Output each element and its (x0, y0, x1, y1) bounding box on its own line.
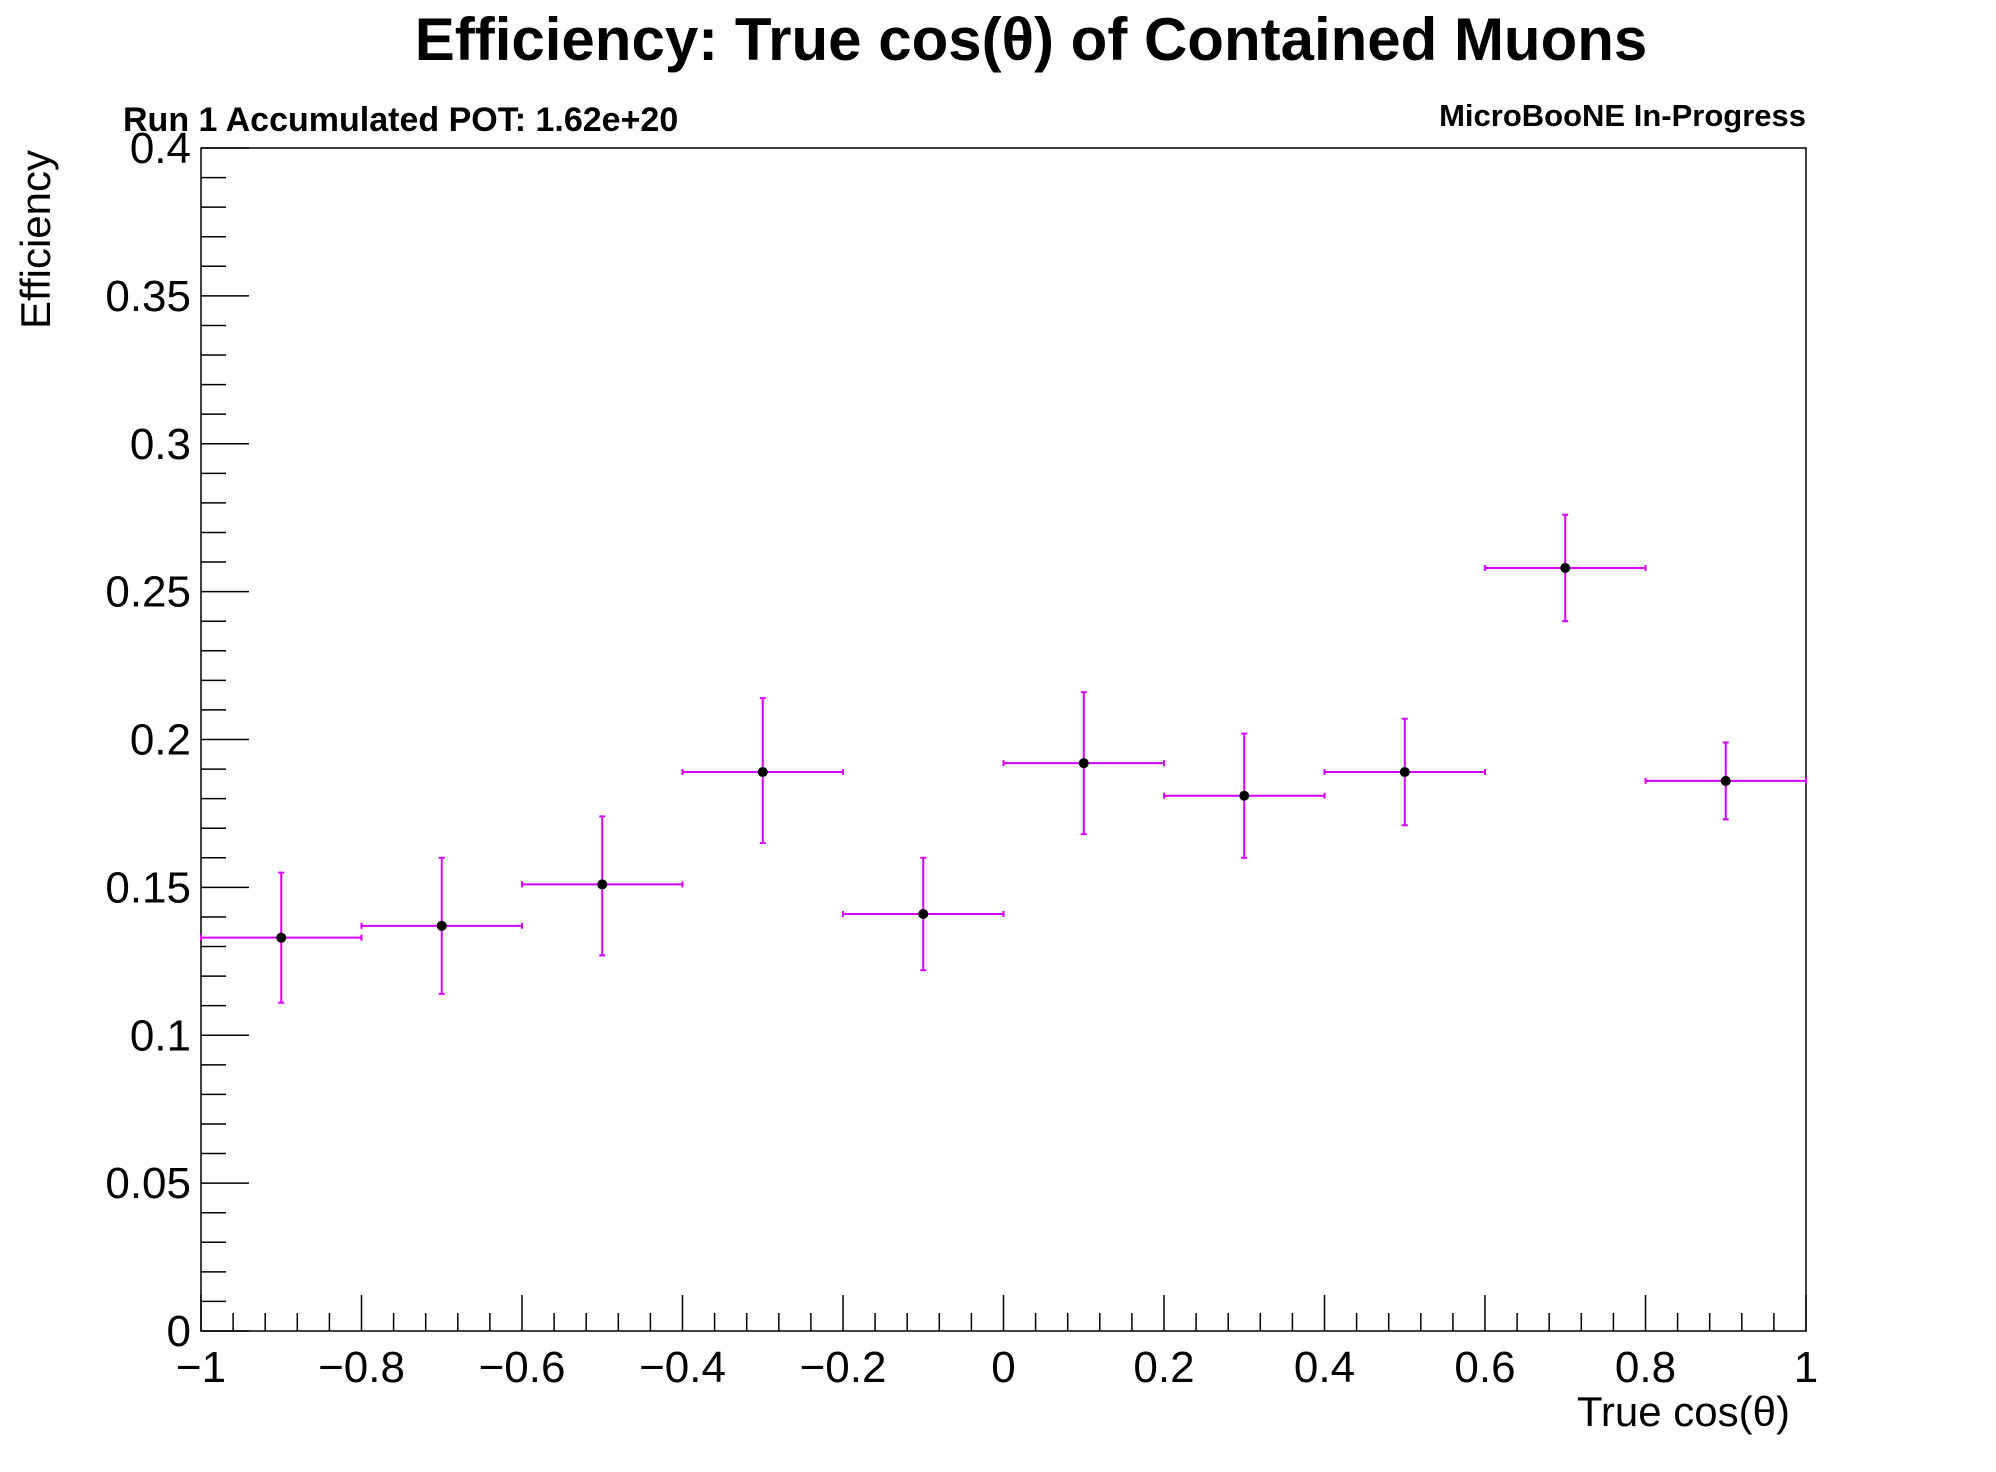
chart-title: Efficiency: True cos(θ) of Contained Muo… (415, 6, 1648, 73)
x-axis-ticks: −1 −0.8 −0.6 −0.4 −0.2 0 0.2 0.4 0.6 0.8 1 (176, 1295, 1818, 1392)
data-point (1399, 767, 1410, 778)
x-tick-label: 0 (991, 1343, 1015, 1392)
data-point (436, 920, 447, 931)
y-tick-label: 0.15 (105, 863, 191, 912)
chart-subtitle: Run 1 Accumulated POT: 1.62e+20 (123, 101, 678, 139)
data-point (1720, 775, 1731, 786)
data-point (1078, 758, 1089, 769)
data-point (276, 932, 287, 943)
y-axis-ticks: 0 0.05 0.1 0.15 0.2 0.25 0.3 0.35 0.4 (105, 124, 249, 1356)
y-tick-label: 0.2 (130, 716, 191, 765)
y-tick-label: 0.35 (105, 272, 191, 321)
x-tick-label: 0.4 (1294, 1343, 1355, 1392)
y-tick-label: 0.3 (130, 420, 191, 469)
data-point (1239, 790, 1250, 801)
y-axis-title: Efficiency (12, 150, 59, 329)
plot-axes (200, 147, 1807, 1332)
x-tick-label: −1 (176, 1343, 226, 1392)
y-tick-label: 0.05 (105, 1159, 191, 1208)
y-tick-label: 0.25 (105, 568, 191, 617)
x-tick-label: 0.2 (1133, 1343, 1194, 1392)
y-tick-label: 0 (167, 1307, 191, 1356)
y-tick-label: 0.4 (130, 124, 191, 173)
experiment-tag: MicroBooNE In-Progress (1439, 98, 1806, 133)
x-tick-label: 1 (1794, 1343, 1818, 1392)
x-tick-label: −0.8 (318, 1343, 405, 1392)
data-point (918, 908, 929, 919)
data-point (597, 879, 608, 890)
plot-frame (200, 147, 1807, 1332)
x-tick-label: 0.6 (1454, 1343, 1515, 1392)
x-axis-title: True cos(θ) (1577, 1388, 1790, 1435)
x-tick-label: 0.8 (1615, 1343, 1676, 1392)
data-points (276, 562, 1731, 943)
data-point (1560, 562, 1571, 573)
x-tick-label: −0.2 (800, 1343, 887, 1392)
x-tick-label: −0.4 (639, 1343, 726, 1392)
x-tick-label: −0.6 (479, 1343, 566, 1392)
data-point (757, 767, 768, 778)
y-tick-label: 0.1 (130, 1011, 191, 1060)
